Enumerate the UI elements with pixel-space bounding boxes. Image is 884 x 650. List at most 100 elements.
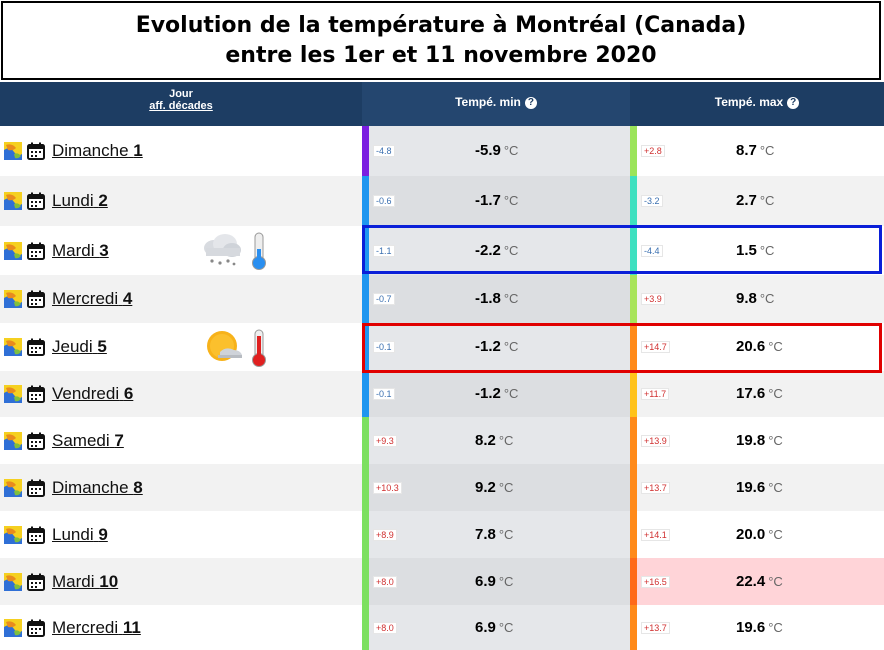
temp-min-number: -1.2	[475, 385, 501, 402]
satellite-map-icon[interactable]	[4, 242, 22, 260]
day-link[interactable]: Jeudi 5	[52, 337, 107, 357]
calendar-icon[interactable]	[27, 573, 45, 591]
temp-max-value: 1.5 °C	[736, 242, 774, 259]
temp-max-number: 17.6	[736, 385, 766, 402]
calendar-icon[interactable]	[27, 619, 45, 637]
day-name: Lundi	[52, 191, 94, 210]
day-number: 7	[114, 431, 124, 450]
temp-min-anomaly: -4.8	[373, 145, 395, 157]
temp-max-anomaly: +14.7	[641, 341, 670, 353]
satellite-map-icon[interactable]	[4, 338, 22, 356]
temp-min-anomaly: +8.9	[373, 529, 397, 541]
satellite-map-icon[interactable]	[4, 573, 22, 591]
temp-min-value: -1.2 °C	[475, 385, 518, 402]
day-link[interactable]: Mardi 10	[52, 572, 118, 592]
temp-max-cell: +3.9 9.8 °C	[630, 275, 884, 323]
unit-label: °C	[759, 193, 775, 208]
temp-max-color-bar	[630, 558, 637, 605]
header-jour-label: Jour	[169, 88, 193, 100]
temp-min-number: -1.2	[475, 338, 501, 355]
unit-label: °C	[759, 143, 775, 158]
temp-max-value: 20.0 °C	[736, 526, 783, 543]
day-number: 9	[98, 525, 108, 544]
calendar-icon[interactable]	[27, 479, 45, 497]
temp-max-cell: +13.7 19.6 °C	[630, 464, 884, 511]
day-cell: Jeudi 5	[0, 323, 362, 371]
unit-label: °C	[768, 339, 783, 354]
temp-min-cell: +8.0 6.9 °C	[362, 605, 630, 650]
temp-min-color-bar	[362, 511, 369, 558]
calendar-icon[interactable]	[27, 192, 45, 210]
day-cell: Mardi 3	[0, 226, 362, 275]
day-name: Vendredi	[52, 384, 120, 403]
temp-max-value: 2.7 °C	[736, 192, 774, 209]
unit-label: °C	[503, 243, 519, 258]
temp-max-number: 19.6	[736, 479, 766, 496]
header-temp-max[interactable]: Tempé. max?	[630, 82, 884, 126]
temp-min-anomaly: -0.6	[373, 195, 395, 207]
calendar-icon[interactable]	[27, 338, 45, 356]
satellite-map-icon[interactable]	[4, 290, 22, 308]
temp-min-value: -1.8 °C	[475, 290, 518, 307]
day-name: Mercredi	[52, 289, 119, 308]
temp-min-cell: -1.1 -2.2 °C	[362, 226, 630, 275]
help-icon[interactable]: ?	[787, 97, 800, 109]
thermometer-hot-icon	[252, 329, 266, 367]
satellite-map-icon[interactable]	[4, 526, 22, 544]
satellite-map-icon[interactable]	[4, 479, 22, 497]
temp-min-value: 6.9 °C	[475, 573, 513, 590]
day-link[interactable]: Mercredi 11	[52, 618, 141, 638]
day-name: Dimanche	[52, 478, 129, 497]
temp-max-value: 17.6 °C	[736, 385, 783, 402]
day-link[interactable]: Mercredi 4	[52, 289, 132, 309]
unit-label: °C	[498, 620, 514, 635]
calendar-icon[interactable]	[27, 526, 45, 544]
help-icon[interactable]: ?	[524, 97, 537, 109]
satellite-map-icon[interactable]	[4, 432, 22, 450]
temp-max-anomaly: +14.1	[641, 529, 670, 541]
temp-max-color-bar	[630, 464, 637, 511]
temp-min-color-bar	[362, 275, 369, 323]
satellite-map-icon[interactable]	[4, 385, 22, 403]
unit-label: °C	[759, 291, 775, 306]
day-link[interactable]: Dimanche 8	[52, 478, 143, 498]
table-row: Vendredi 6 -0.1 -1.2 °C +11.7 17.6 °C	[0, 371, 884, 417]
day-cell: Mardi 10	[0, 558, 362, 605]
calendar-icon[interactable]	[27, 242, 45, 260]
unit-label: °C	[759, 243, 775, 258]
satellite-map-icon[interactable]	[4, 619, 22, 637]
day-link[interactable]: Lundi 2	[52, 191, 108, 211]
temp-max-value: 19.6 °C	[736, 619, 783, 636]
day-name: Lundi	[52, 525, 94, 544]
day-link[interactable]: Lundi 9	[52, 525, 108, 545]
day-number: 11	[122, 618, 141, 637]
day-link[interactable]: Samedi 7	[52, 431, 124, 451]
satellite-map-icon[interactable]	[4, 192, 22, 210]
day-link[interactable]: Dimanche 1	[52, 141, 143, 161]
table-row: Dimanche 1 -4.8 -5.9 °C +2.8 8.7 °C	[0, 126, 884, 176]
temp-min-cell: +8.0 6.9 °C	[362, 558, 630, 605]
temp-max-value: 19.6 °C	[736, 479, 783, 496]
calendar-icon[interactable]	[27, 385, 45, 403]
temp-max-cell: +16.5 22.4 °C	[630, 558, 884, 605]
temp-min-value: -2.2 °C	[475, 242, 518, 259]
table-row: Dimanche 8 +10.3 9.2 °C +13.7 19.6 °C	[0, 464, 884, 511]
table-row: Samedi 7 +9.3 8.2 °C +13.9 19.8 °C	[0, 417, 884, 464]
day-name: Jeudi	[52, 337, 93, 356]
calendar-icon[interactable]	[27, 432, 45, 450]
temp-min-cell: +10.3 9.2 °C	[362, 464, 630, 511]
highlight-blue-frame	[362, 225, 882, 274]
table-row: Mardi 10 +8.0 6.9 °C +16.5 22.4 °C	[0, 558, 884, 605]
satellite-map-icon[interactable]	[4, 142, 22, 160]
day-link[interactable]: Vendredi 6	[52, 384, 133, 404]
temp-max-cell: +14.1 20.0 °C	[630, 511, 884, 558]
calendar-icon[interactable]	[27, 142, 45, 160]
temp-max-color-bar	[630, 371, 637, 417]
decades-link[interactable]: aff. décades	[149, 100, 213, 112]
day-number: 6	[123, 384, 134, 403]
calendar-icon[interactable]	[27, 290, 45, 308]
day-link[interactable]: Mardi 3	[52, 241, 109, 261]
temp-max-anomaly: +13.7	[641, 482, 670, 494]
day-cell: Dimanche 8	[0, 464, 362, 511]
header-temp-min[interactable]: Tempé. min?	[362, 82, 630, 126]
